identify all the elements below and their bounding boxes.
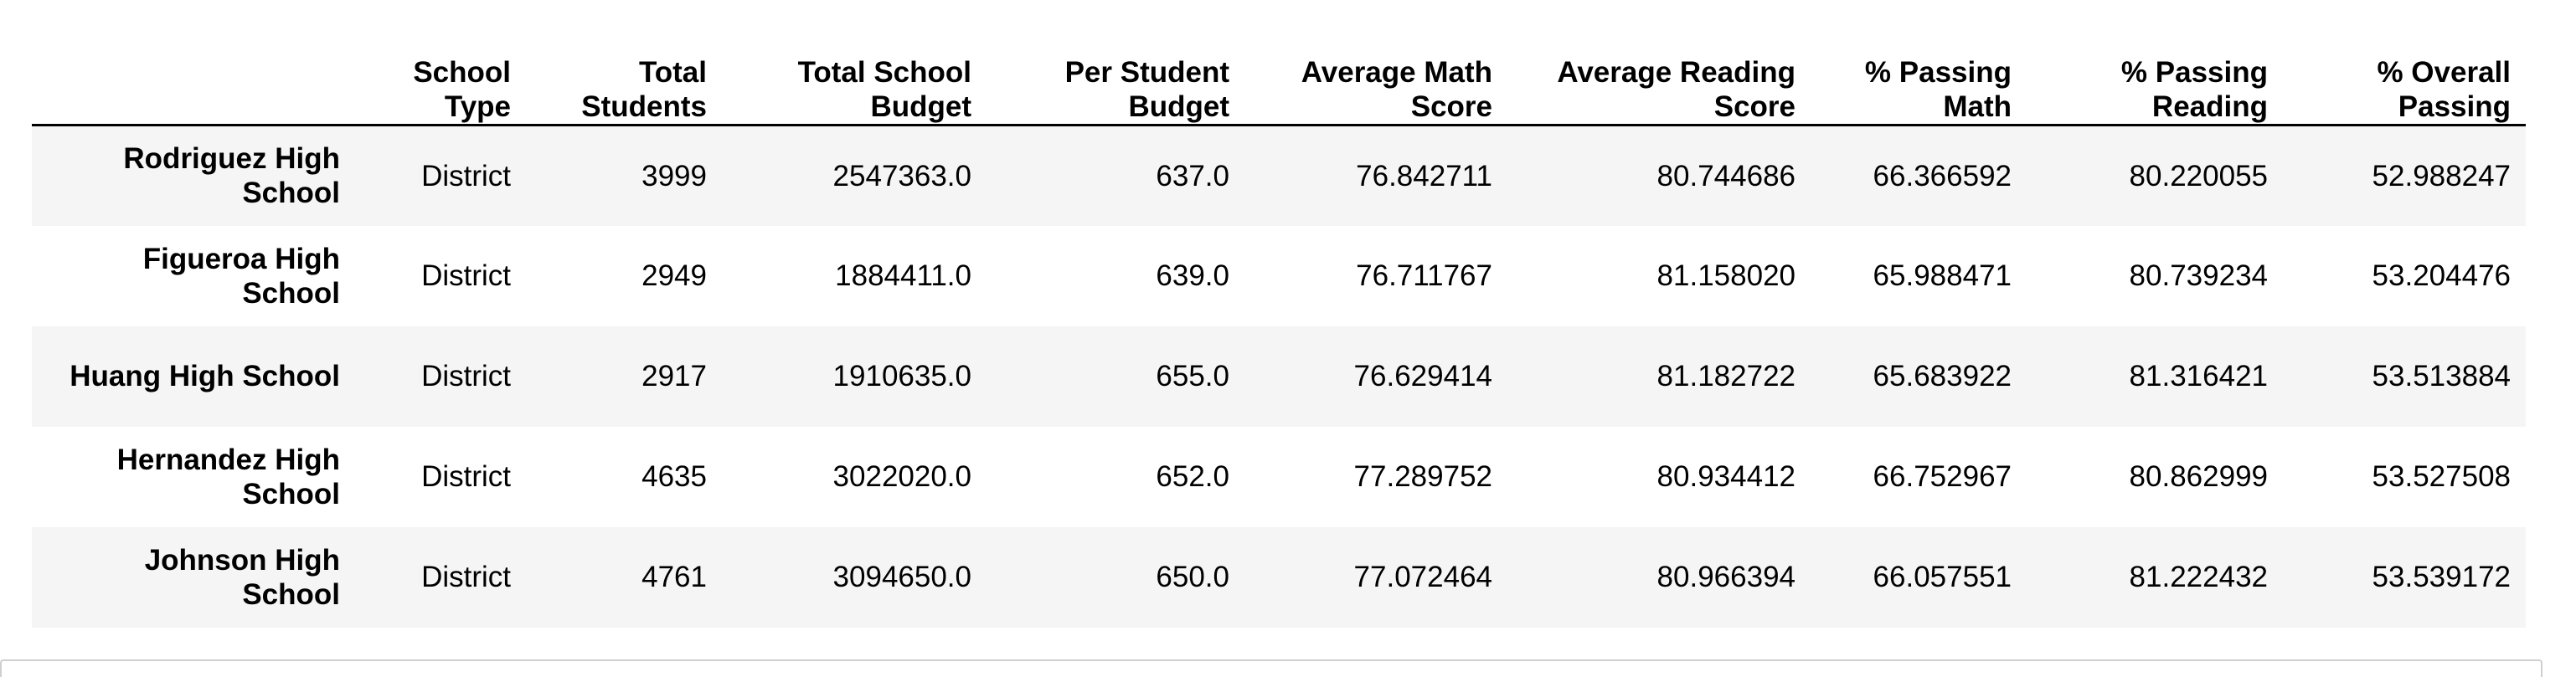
cell-average-math-score: 76.842711 <box>1356 159 1492 192</box>
cell-average-math-score: 76.711767 <box>1356 259 1492 292</box>
cell-passing-reading: 81.316421 <box>2129 360 2268 392</box>
cell-average-math-score: 77.289752 <box>1353 460 1492 493</box>
cell-per-student-budget: 639.0 <box>1156 259 1229 292</box>
table-row: Figueroa High School District 2949 18844… <box>32 226 2526 326</box>
cell-total-students: 2949 <box>641 259 707 292</box>
row-index-label: Johnson High School <box>144 543 340 611</box>
cell-per-student-budget: 655.0 <box>1156 360 1229 392</box>
table-row: Rodriguez High School District 3999 2547… <box>32 125 2526 226</box>
col-header-total-students: Total Students <box>581 56 707 123</box>
next-notebook-cell[interactable] <box>0 659 2543 677</box>
cell-per-student-budget: 652.0 <box>1156 460 1229 493</box>
cell-average-math-score: 77.072464 <box>1353 561 1492 593</box>
cell-school-type: District <box>421 460 511 493</box>
cell-school-type: District <box>421 360 511 392</box>
row-index-label: Figueroa High School <box>142 242 340 310</box>
cell-school-type: District <box>421 159 511 192</box>
cell-total-students: 3999 <box>641 159 707 192</box>
cell-passing-math: 65.988471 <box>1873 259 2012 292</box>
cell-overall-passing: 53.539172 <box>2372 561 2511 593</box>
header-row: School Type Total Students Total School … <box>32 33 2526 126</box>
cell-overall-passing: 53.527508 <box>2372 460 2511 493</box>
dataframe-table: School Type Total Students Total School … <box>32 33 2526 628</box>
row-index-label: Hernandez High School <box>116 443 340 510</box>
cell-total-students: 4635 <box>641 460 707 493</box>
col-header-overall-passing: % Overall Passing <box>2377 56 2511 123</box>
cell-per-student-budget: 637.0 <box>1156 159 1229 192</box>
cell-overall-passing: 53.513884 <box>2372 360 2511 392</box>
row-index-label: Rodriguez High School <box>123 142 340 210</box>
table-row: Johnson High School District 4761 309465… <box>32 526 2526 628</box>
col-header-total-school-budget: Total School Budget <box>797 56 971 123</box>
table-body: Rodriguez High School District 3999 2547… <box>32 125 2526 628</box>
cell-total-school-budget: 2547363.0 <box>832 159 971 192</box>
cell-passing-reading: 81.222432 <box>2129 561 2268 593</box>
cell-passing-math: 66.057551 <box>1873 561 2012 593</box>
cell-passing-math: 66.752967 <box>1873 460 2012 493</box>
col-header-passing-math: % Passing Math <box>1864 56 2012 123</box>
cell-overall-passing: 53.204476 <box>2372 259 2511 292</box>
col-header-school-type: School Type <box>413 56 511 123</box>
cell-per-student-budget: 650.0 <box>1156 561 1229 593</box>
table-header: School Type Total Students Total School … <box>32 33 2526 126</box>
cell-school-type: District <box>421 259 511 292</box>
row-index-label: Huang High School <box>70 360 340 392</box>
table-row: Hernandez High School District 4635 3022… <box>32 427 2526 527</box>
cell-passing-math: 65.683922 <box>1873 360 2012 392</box>
table-row: Huang High School District 2917 1910635.… <box>32 326 2526 427</box>
cell-average-reading-score: 81.182722 <box>1656 360 1795 392</box>
cell-average-reading-score: 80.966394 <box>1656 561 1795 593</box>
cell-average-reading-score: 80.934412 <box>1656 460 1795 493</box>
col-header-average-math-score: Average Math Score <box>1301 56 1492 123</box>
cell-total-students: 2917 <box>641 360 707 392</box>
cell-passing-reading: 80.862999 <box>2129 460 2268 493</box>
cell-total-school-budget: 3094650.0 <box>832 561 971 593</box>
cell-overall-passing: 52.988247 <box>2372 159 2511 192</box>
cell-total-school-budget: 1910635.0 <box>832 360 971 392</box>
cell-total-students: 4761 <box>641 561 707 593</box>
cell-passing-reading: 80.739234 <box>2129 259 2268 292</box>
cell-passing-reading: 80.220055 <box>2129 159 2268 192</box>
index-header <box>32 33 355 126</box>
col-header-passing-reading: % Passing Reading <box>2120 56 2268 123</box>
cell-total-school-budget: 3022020.0 <box>832 460 971 493</box>
cell-average-math-score: 76.629414 <box>1353 360 1492 392</box>
col-header-average-reading-score: Average Reading Score <box>1557 56 1795 123</box>
cell-total-school-budget: 1884411.0 <box>835 259 971 292</box>
cell-average-reading-score: 80.744686 <box>1656 159 1795 192</box>
cell-average-reading-score: 81.158020 <box>1656 259 1795 292</box>
cell-school-type: District <box>421 561 511 593</box>
cell-passing-math: 66.366592 <box>1873 159 2012 192</box>
col-header-per-student-budget: Per Student Budget <box>1064 56 1229 123</box>
